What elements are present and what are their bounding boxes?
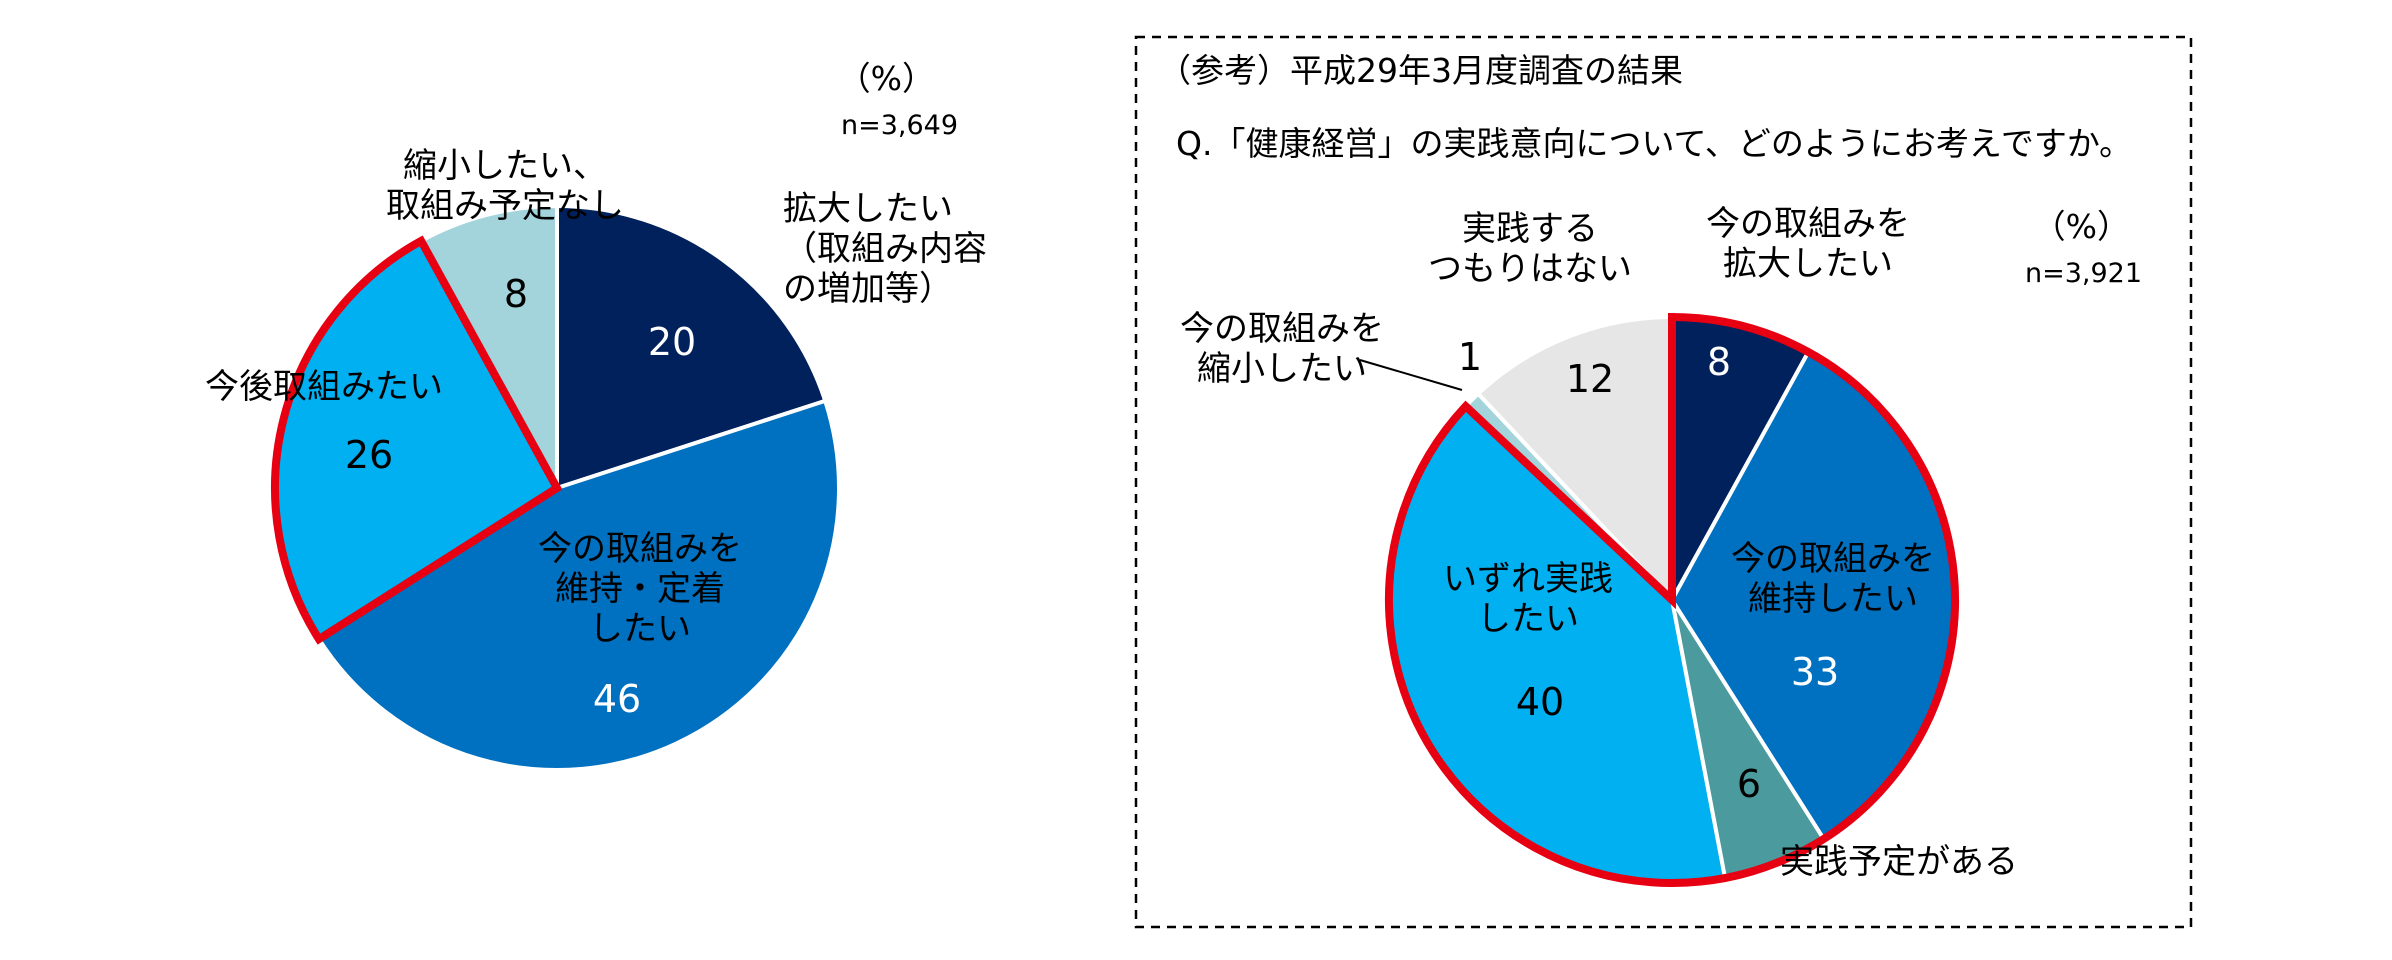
pie-slice [1475,314,1674,606]
slice-category-label: 今の取組みを [1180,309,1384,349]
slice-category-label: 実践予定がある [1780,842,2018,882]
reference-caption: （参考）平成29年3月度調査の結果 [1158,51,1683,90]
slice-value-label: 33 [1791,650,1839,694]
slice-category-label: 今の取組みを [1731,539,1935,579]
reference-box [1134,35,2193,929]
slice-category-label: 拡大したい [783,189,953,229]
chart1-n-label: n=3,649 [841,110,958,141]
slice-category-label: 縮小したい、 [403,146,607,186]
slice-value-label: 1 [1458,335,1482,379]
slice-value-label: 12 [1566,357,1614,401]
slice-category-label: いずれ実践 [1443,559,1613,599]
slice-category-label: 維持したい [1748,579,1918,619]
slice-category-label: 維持・定着 [555,569,725,609]
pie-slice [316,398,841,772]
chart2-unit-label: （%） [2033,207,2130,246]
slice-category-label: 取組み予定なし [386,186,624,226]
slice-category-label: 拡大したい [1723,244,1893,284]
slice-value-label: 40 [1516,680,1564,724]
slice-category-label: （取組み内容 [783,229,987,269]
chart2-n-label: n=3,921 [2025,258,2142,289]
slice-value-label: 8 [1707,340,1731,384]
slice-value-label: 46 [593,677,641,721]
slice-category-label: の増加等） [783,269,953,309]
leader-line [1359,359,1463,391]
slice-category-label: したい [1477,599,1579,639]
slice-category-label: つもりはない [1428,249,1632,289]
pie-slice [418,203,559,489]
highlight-outline [1385,312,1959,887]
pie-slice [555,203,828,491]
slice-category-label: 今の取組みを [1706,204,1910,244]
slice-value-label: 6 [1737,762,1761,806]
highlight-outline [271,235,563,645]
slice-category-label: 今の取組みを [538,529,742,569]
slice-category-label: したい [589,609,691,649]
pie-chart-reference: 8今の取組みを拡大したい33今の取組みを維持したい6実践予定がある40いずれ実践… [1180,204,2018,887]
chart1-unit-label: （%） [838,59,935,98]
reference-question: Q.「健康経営」の実践意向について、どのようにお考えですか。 [1176,124,2132,163]
slice-value-label: 8 [504,272,528,316]
slice-value-label: 20 [648,320,696,364]
slice-category-label: 実践する [1462,209,1598,249]
slice-category-label: 縮小したい [1197,349,1367,389]
slice-value-label: 26 [345,433,393,477]
slice-category-label: 今後取組みたい [205,367,443,407]
